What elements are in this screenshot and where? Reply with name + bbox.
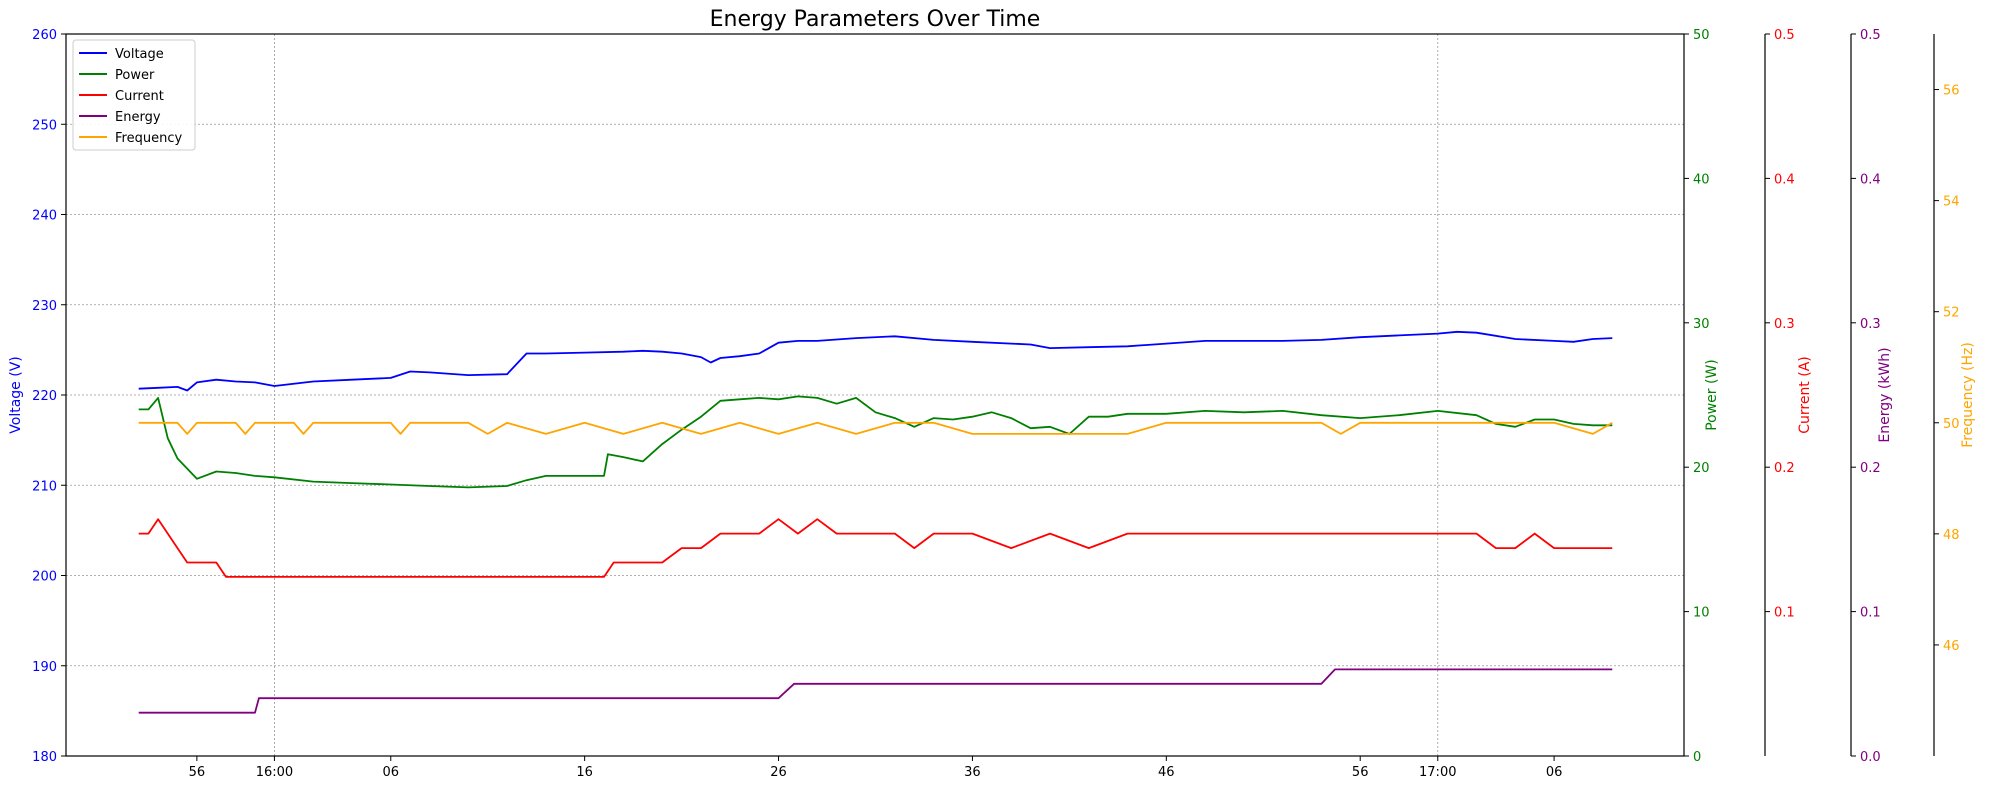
legend-label: Frequency (115, 131, 182, 146)
voltage-tick-label: 260 (32, 28, 57, 43)
x-tick-label: 16:00 (256, 765, 293, 780)
x-tick-label: 17:00 (1419, 765, 1456, 780)
series-line-power (138, 395, 1613, 489)
power-axis-label: Power (W) (1704, 359, 1720, 431)
axes: 56 16:00 06 16 26 36 46 56 17:00 0618019020021022… (8, 28, 1976, 780)
energy-tick-label: 0.0 (1860, 750, 1881, 765)
energy-tick-label: 0.2 (1860, 461, 1881, 476)
x-tick-label: 56 (189, 765, 206, 780)
legend-box (72, 39, 196, 151)
series-line-energy (138, 668, 1613, 714)
energy-tick-label: 0.4 (1860, 172, 1881, 187)
voltage-tick-label: 220 (32, 389, 57, 404)
frequency-tick-label: 52 (1943, 306, 1960, 321)
series-line-voltage (138, 330, 1613, 392)
frequency-tick-label: 48 (1943, 528, 1960, 543)
current-tick-label: 0.5 (1774, 28, 1795, 43)
power-tick-label: 0 (1693, 750, 1701, 765)
legend-label: Current (115, 89, 164, 104)
legend-label: Power (115, 68, 155, 83)
legend-label: Voltage (115, 47, 164, 62)
power-tick-label: 30 (1693, 317, 1710, 332)
current-axis-label: Current (A) (1797, 356, 1813, 434)
power-tick-label: 20 (1693, 461, 1710, 476)
voltage-tick-label: 230 (32, 299, 57, 314)
grid-lines (66, 34, 1684, 756)
current-tick-label: 0.4 (1774, 172, 1795, 187)
frequency-tick-label: 50 (1943, 417, 1960, 432)
voltage-tick-label: 240 (32, 209, 57, 224)
energy-tick-label: 0.3 (1860, 317, 1881, 332)
x-tick-label: 56 (1352, 765, 1369, 780)
x-tick-label: 46 (1158, 765, 1175, 780)
power-tick-label: 50 (1693, 28, 1710, 43)
voltage-tick-label: 180 (32, 750, 57, 765)
energy-axis-label: Energy (kWh) (1877, 347, 1893, 442)
current-tick-label: 0.3 (1774, 317, 1795, 332)
legend: Voltage Power Current Energy Frequency (72, 39, 196, 151)
series-line-frequency (138, 421, 1613, 435)
x-tick-label: 16 (576, 765, 593, 780)
x-tick-label: 36 (964, 765, 981, 780)
x-tick-label: 26 (770, 765, 787, 780)
current-tick-label: 0.2 (1774, 461, 1795, 476)
chart-title: Energy Parameters Over Time (710, 7, 1041, 32)
voltage-tick-label: 190 (32, 660, 57, 675)
x-tick-label: 06 (1546, 765, 1563, 780)
current-tick-label: 0.1 (1774, 606, 1795, 621)
voltage-tick-label: 250 (32, 118, 57, 133)
voltage-axis-label: Voltage (V) (8, 356, 24, 433)
frequency-tick-label: 46 (1943, 639, 1960, 654)
legend-label: Energy (115, 110, 161, 125)
plot-series (138, 330, 1613, 714)
frequency-tick-label: 54 (1943, 195, 1960, 210)
frequency-tick-label: 56 (1943, 84, 1960, 99)
frequency-axis-label: Frequency (Hz) (1960, 342, 1976, 448)
voltage-tick-label: 200 (32, 570, 57, 585)
series-line-current (138, 518, 1613, 578)
x-tick-label: 06 (382, 765, 399, 780)
power-tick-label: 10 (1693, 606, 1710, 621)
energy-tick-label: 0.1 (1860, 606, 1881, 621)
energy-tick-label: 0.5 (1860, 28, 1881, 43)
power-tick-label: 40 (1693, 172, 1710, 187)
voltage-tick-label: 210 (32, 479, 57, 494)
